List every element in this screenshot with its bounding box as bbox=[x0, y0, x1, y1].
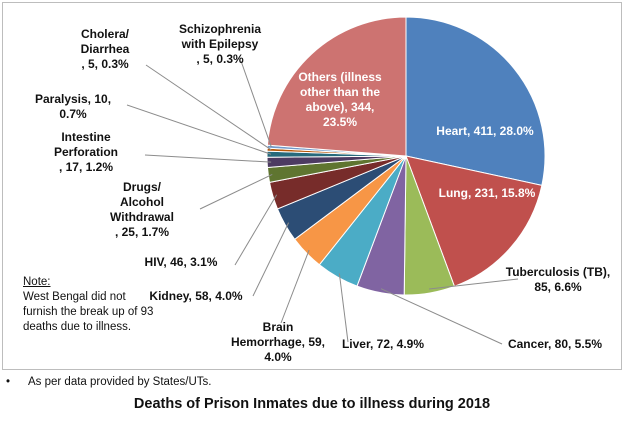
pie-slice-others-illness-other-than-the-above bbox=[266, 16, 407, 157]
leader-line bbox=[126, 104, 272, 155]
leader-line bbox=[144, 154, 272, 163]
note-title: Note: bbox=[23, 276, 51, 288]
footnote: • As per data provided by States/UTs. bbox=[6, 376, 211, 388]
leader-line bbox=[240, 60, 272, 148]
bullet-icon: • bbox=[6, 376, 11, 388]
pie-slice-lung bbox=[405, 155, 543, 287]
note: Note: West Bengal did not furnish the br… bbox=[23, 275, 158, 335]
leader-line bbox=[234, 194, 278, 266]
leader-line bbox=[280, 249, 310, 324]
data-label: Cholera/Diarrhea, 5, 0.3% bbox=[81, 27, 130, 71]
leader-line bbox=[380, 288, 503, 345]
data-label: HIV, 46, 3.1% bbox=[145, 255, 218, 269]
data-label: Brain Hemorrhage, 59, 4.0% bbox=[231, 320, 325, 364]
chart-title: Deaths of Prison Inmates due to illness … bbox=[133, 396, 491, 412]
data-label: Others (illness other than the above), 344… bbox=[298, 70, 382, 129]
data-label: Liver, 72, 4.9% bbox=[342, 337, 424, 351]
leader-line bbox=[338, 273, 349, 343]
chart-frame: Heart, 411, 28.0% Lung, 231, 15.8% Tubercu… bbox=[2, 2, 622, 370]
data-label: Schizophrenia with Epilepsy, 5, 0.3% bbox=[179, 22, 261, 66]
data-label: Kidney, 58, 4.0% bbox=[149, 289, 242, 303]
data-label: Tuberculosis (TB), 85, 6.6% bbox=[506, 265, 610, 294]
data-label: Heart, 411, 28.0% bbox=[436, 124, 534, 138]
leader-line bbox=[145, 64, 272, 151]
data-label: Intestine Perforation, 17, 1.2% bbox=[54, 130, 118, 174]
data-label: Paralysis, 10, 0.7% bbox=[35, 92, 111, 121]
note-text: West Bengal did not furnish the break up… bbox=[23, 291, 154, 333]
leader-line bbox=[199, 173, 273, 210]
data-label: Drugs/Alcohol Withdrawal, 25, 1.7% bbox=[110, 180, 174, 239]
pie-chart: Heart, 411, 28.0% Lung, 231, 15.8% Tubercu… bbox=[35, 16, 610, 364]
leader-line bbox=[428, 278, 519, 290]
leader-line bbox=[252, 222, 290, 297]
pie-slice-heart bbox=[405, 16, 546, 186]
footnote-text: As per data provided by States/UTs. bbox=[28, 376, 212, 388]
data-label: Lung, 231, 15.8% bbox=[439, 186, 536, 200]
data-label: Cancer, 80, 5.5% bbox=[508, 337, 602, 351]
